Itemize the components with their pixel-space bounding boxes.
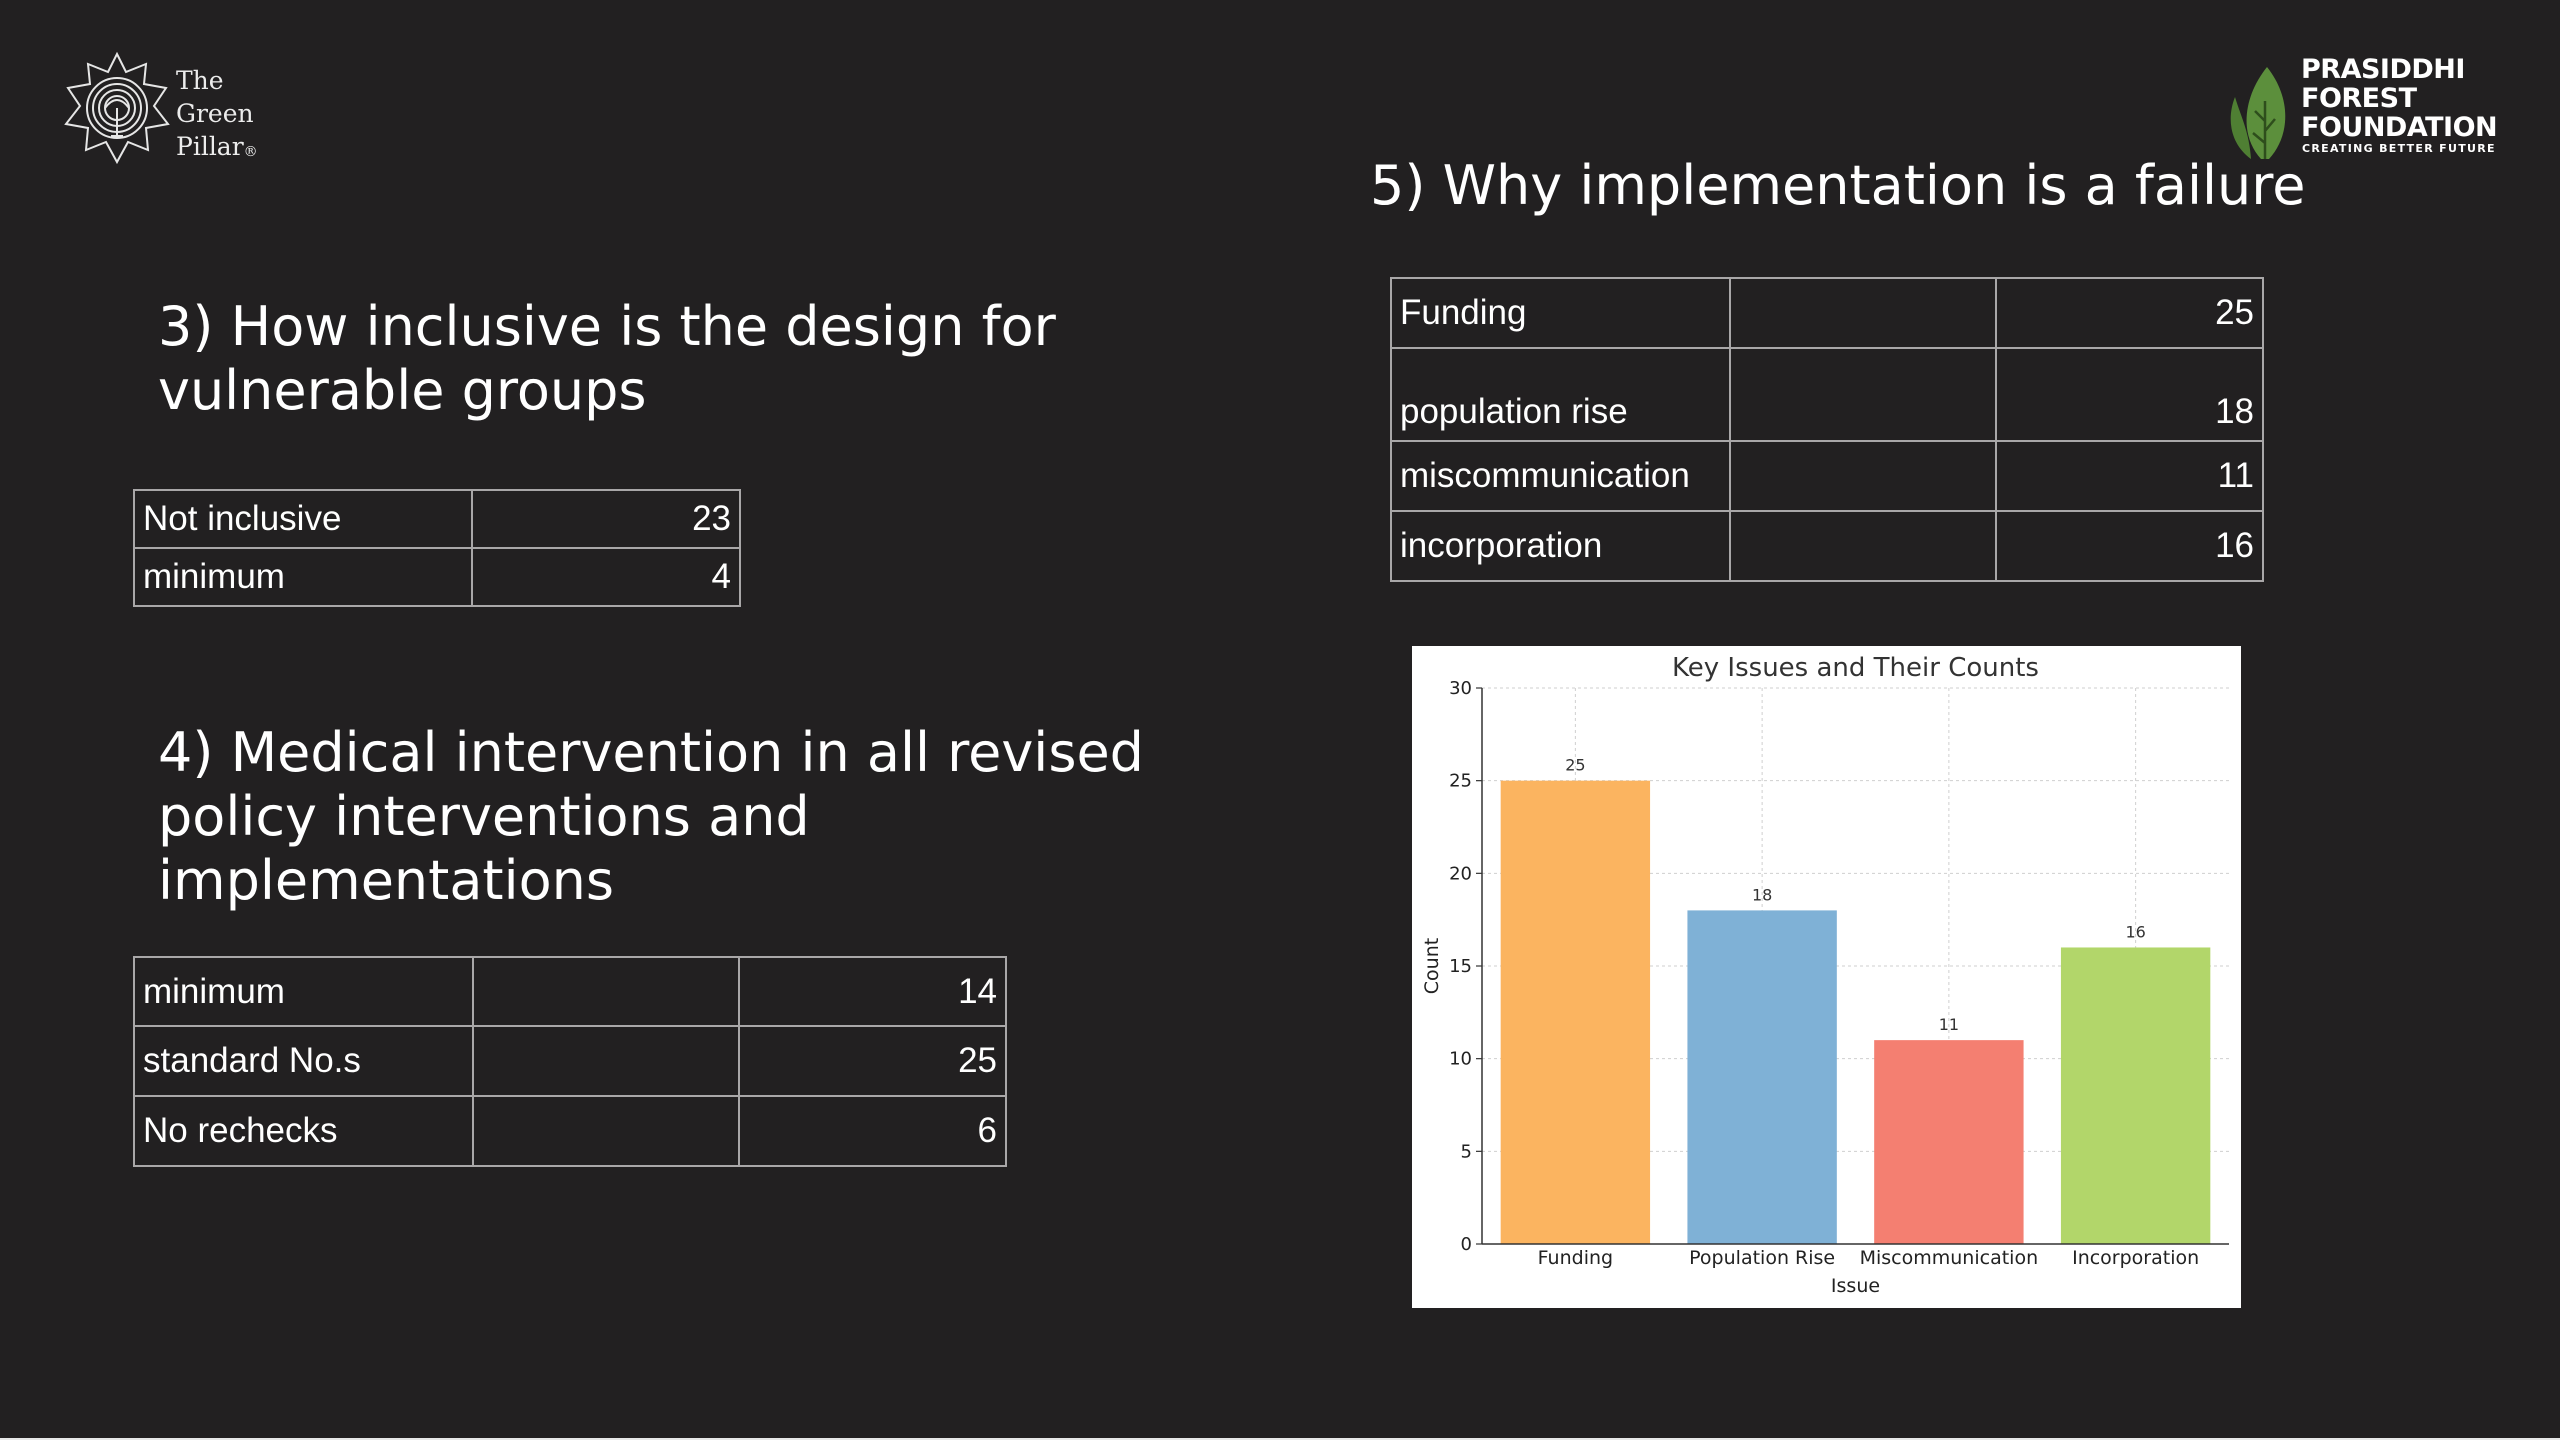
heading-line: implementations	[158, 849, 614, 912]
issues-bar-chart: 25 18 11 16 0 5 10 15 20 25 30 Funding Population Ri…	[1412, 646, 2241, 1308]
section3-table: Not inclusive 23 minimum 4	[132, 489, 741, 607]
bar	[2060, 947, 2211, 1244]
leaf-icon	[2230, 67, 2286, 159]
table-cell-value: 14	[737, 956, 1008, 1027]
table-cell-value: 18	[1994, 347, 2265, 442]
table-cell-empty	[1728, 440, 1997, 512]
table-cell-empty	[471, 1095, 740, 1167]
bar	[1500, 780, 1651, 1244]
table-cell-empty	[471, 1025, 740, 1097]
green-pillar-wordmark: The Green Pillar®	[176, 64, 258, 163]
y-tick-label: 25	[1449, 771, 1472, 792]
table-cell-label: minimum	[133, 956, 474, 1027]
table-cell-value: 6	[737, 1095, 1008, 1167]
table-cell-empty	[1728, 347, 1997, 442]
x-axis-label: Issue	[1831, 1275, 1880, 1297]
y-tick-label: 15	[1449, 956, 1472, 977]
table-row: population rise 18	[1390, 347, 2265, 442]
logo-text-line: FOUNDATION	[2301, 112, 2498, 143]
table-cell-label: standard No.s	[133, 1025, 474, 1097]
y-tick-label: 10	[1449, 1049, 1472, 1070]
bar	[1874, 1040, 2024, 1244]
logo-text-line: Green	[176, 99, 254, 128]
section4-table: minimum 14 standard No.s 25 No rechecks …	[133, 956, 1008, 1167]
bar-value-label: 18	[1752, 885, 1772, 904]
table-cell-value: 11	[1994, 440, 2265, 512]
table-cell-value: 16	[1994, 510, 2265, 582]
table-row: miscommunication 11	[1390, 440, 2265, 512]
registered-mark: ®	[243, 144, 258, 160]
table-cell-value: 25	[1994, 277, 2265, 349]
table-cell-label: population rise	[1390, 347, 1731, 442]
table-cell-value: 23	[471, 489, 741, 549]
bar-value-label: 11	[1939, 1015, 1959, 1034]
prasiddhi-tagline: CREATING BETTER FUTURE	[2302, 142, 2496, 155]
bar-value-label: 25	[1565, 756, 1585, 775]
y-tick-label: 0	[1461, 1234, 1472, 1255]
x-tick-label: Population Rise	[1689, 1247, 1835, 1269]
table-cell-label: Not inclusive	[132, 489, 474, 549]
table-row: Not inclusive 23	[132, 489, 741, 549]
y-tick-label: 5	[1461, 1141, 1472, 1162]
heading-line: 3) How inclusive is the design for	[158, 295, 1056, 358]
table-cell-label: miscommunication	[1390, 440, 1731, 512]
section5-heading: 5) Why implementation is a failure	[1370, 154, 2306, 217]
prasiddhi-logo: PRASIDDHI FOREST FOUNDATION CREATING BET…	[2225, 55, 2498, 165]
table-cell-label: No rechecks	[133, 1095, 474, 1167]
section5-table: Funding 25 population rise 18 miscommuni…	[1390, 277, 2265, 582]
table-cell-label: Funding	[1390, 277, 1731, 349]
table-row: minimum 4	[132, 547, 741, 607]
table-cell-label: minimum	[132, 547, 474, 607]
green-pillar-logo: The Green Pillar®	[62, 50, 262, 170]
table-cell-value: 25	[737, 1025, 1008, 1097]
x-tick-label: Miscommunication	[1860, 1247, 2039, 1269]
prasiddhi-wordmark: PRASIDDHI FOREST FOUNDATION	[2301, 54, 2498, 143]
section4-heading: 4) Medical intervention in all revised p…	[158, 721, 1144, 913]
table-cell-label: incorporation	[1390, 510, 1731, 582]
x-tick-label: Funding	[1538, 1247, 1613, 1269]
chart-title: Key Issues and Their Counts	[1672, 653, 2039, 683]
y-tick-label: 30	[1449, 678, 1472, 699]
heading-line: vulnerable groups	[158, 359, 647, 422]
bar-value-label: 16	[2125, 922, 2145, 941]
logo-text-line: PRASIDDHI	[2301, 54, 2465, 85]
lotus-emblem-icon	[64, 51, 170, 165]
section3-heading: 3) How inclusive is the design for vulne…	[158, 295, 1056, 423]
table-row: No rechecks 6	[133, 1095, 1008, 1167]
chart-svg: 25 18 11 16 0 5 10 15 20 25 30 Funding Population Ri…	[1421, 653, 2229, 1297]
table-row: Funding 25	[1390, 277, 2265, 349]
table-cell-empty	[1728, 277, 1997, 349]
logo-text-line: FOREST	[2301, 83, 2417, 114]
table-row: incorporation 16	[1390, 510, 2265, 582]
heading-line: 4) Medical intervention in all revised	[158, 721, 1144, 784]
table-cell-value: 4	[471, 547, 741, 607]
table-cell-empty	[1728, 510, 1997, 582]
bar	[1687, 910, 1837, 1244]
bottom-bar	[0, 1438, 2560, 1440]
logo-text-line: The	[176, 66, 224, 95]
x-tick-label: Incorporation	[2072, 1247, 2199, 1269]
logo-text-line: Pillar®	[176, 132, 258, 161]
heading-line: policy interventions and	[158, 785, 810, 848]
table-row: minimum 14	[133, 956, 1008, 1027]
y-tick-label: 20	[1449, 863, 1472, 884]
table-cell-empty	[471, 956, 740, 1027]
table-row: standard No.s 25	[133, 1025, 1008, 1097]
y-axis-label: Count	[1421, 938, 1443, 994]
